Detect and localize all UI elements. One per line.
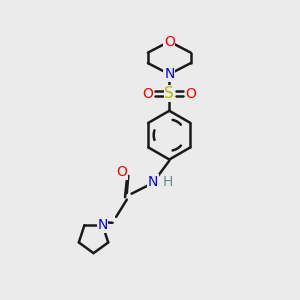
Text: S: S	[164, 86, 174, 101]
Text: H: H	[163, 175, 173, 189]
Text: N: N	[148, 175, 158, 189]
Text: O: O	[116, 165, 127, 179]
Text: N: N	[164, 67, 175, 81]
Text: O: O	[164, 34, 175, 49]
Text: O: O	[185, 86, 196, 100]
Text: N: N	[98, 218, 108, 232]
Text: O: O	[142, 86, 153, 100]
